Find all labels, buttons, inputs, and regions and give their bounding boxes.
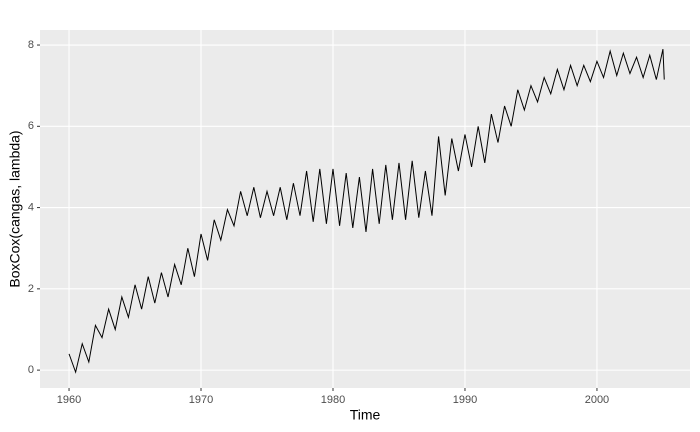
x-tick-label: 1990 <box>453 394 477 406</box>
y-axis-title: BoxCox(cangas, lambda) <box>7 130 23 287</box>
x-tick-label: 1960 <box>57 394 81 406</box>
y-tick-label: 6 <box>28 120 34 132</box>
x-tick-label: 1980 <box>321 394 345 406</box>
y-tick-label: 0 <box>28 364 34 376</box>
panel <box>40 30 690 388</box>
x-axis-title: Time <box>350 407 381 423</box>
y-tick-label: 8 <box>28 39 34 51</box>
series-line <box>68 48 665 374</box>
x-tick-label: 2000 <box>585 394 609 406</box>
x-tick-label: 1970 <box>189 394 213 406</box>
y-tick-label: 2 <box>28 283 34 295</box>
y-tick-label: 4 <box>28 201 34 213</box>
